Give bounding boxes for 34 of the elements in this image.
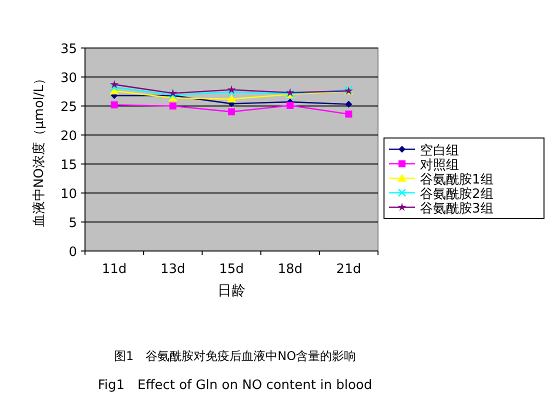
x-tick-label: 13d: [160, 262, 186, 277]
y-tick-label: 25: [60, 100, 77, 115]
x-axis-title: 日龄: [218, 283, 246, 299]
caption: Fig1 Effect of Gln on NO content in blood: [98, 378, 372, 393]
y-tick-label: 20: [60, 129, 77, 144]
point: [110, 83, 118, 92]
x-tick-label: 15d: [219, 262, 244, 277]
legend-label: 对照组: [420, 158, 459, 173]
legend-label: 谷氨酰胺1组: [420, 172, 494, 188]
x-tick-label: 21d: [336, 262, 362, 277]
y-tick-label: 30: [60, 71, 77, 86]
point: [110, 101, 118, 108]
point: [227, 94, 236, 103]
point: [228, 108, 235, 116]
x-tick-label: 18d: [278, 262, 302, 277]
point: [227, 88, 236, 96]
legend-label: 空白组: [420, 143, 459, 158]
point: [169, 102, 176, 110]
point: [168, 88, 178, 97]
y-tick-label: 15: [60, 158, 77, 173]
caption: 图1 谷氨酰胺对免疫后血液中NO含量的影响: [114, 349, 356, 363]
y-tick-label: 35: [60, 42, 77, 57]
legend-label: 谷氨酰胺3组: [420, 201, 494, 216]
point: [110, 80, 119, 88]
y-tick-label: 10: [60, 187, 77, 202]
point: [345, 110, 352, 118]
point: [286, 102, 294, 109]
point: [345, 100, 352, 108]
x-tick-label: 11d: [102, 262, 127, 277]
legend-label: 谷氨酰胺2组: [420, 186, 494, 202]
y-axis-title: 血液中NO浓度（μmol/L）: [31, 72, 47, 228]
y-tick-label: 0: [68, 245, 77, 260]
point: [227, 85, 236, 94]
y-tick-label: 5: [68, 216, 77, 231]
